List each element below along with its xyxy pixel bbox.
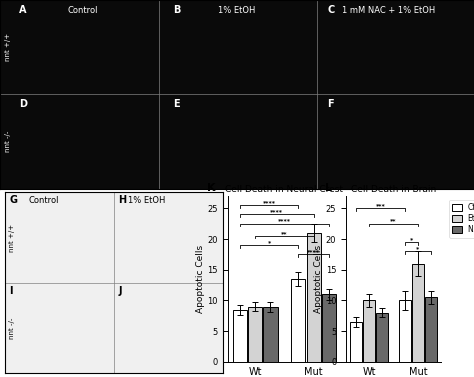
- Title: Cell Death in Brain: Cell Death in Brain: [351, 185, 436, 194]
- Bar: [399, 300, 411, 362]
- Bar: [412, 264, 424, 362]
- Text: **: **: [390, 218, 397, 224]
- Text: nnt -/-: nnt -/-: [9, 317, 15, 339]
- Y-axis label: Apoptotic Cells: Apoptotic Cells: [314, 245, 323, 313]
- Text: I: I: [9, 286, 13, 296]
- Bar: [233, 310, 247, 362]
- Text: ****: ****: [263, 200, 275, 205]
- Bar: [264, 307, 277, 362]
- Text: C: C: [327, 5, 334, 15]
- Text: ***: ***: [376, 203, 385, 208]
- Bar: [292, 279, 305, 362]
- Text: E: E: [173, 100, 180, 109]
- Bar: [322, 294, 336, 362]
- Bar: [307, 233, 321, 362]
- Text: *: *: [410, 237, 413, 242]
- Text: J: J: [118, 286, 122, 296]
- Y-axis label: Apoptotic Cells: Apoptotic Cells: [195, 245, 204, 313]
- Text: **: **: [281, 231, 288, 236]
- Text: nnt -/-: nnt -/-: [5, 131, 11, 152]
- Text: Control: Control: [68, 6, 98, 15]
- Text: 1% EtOH: 1% EtOH: [219, 6, 255, 15]
- Text: B: B: [173, 5, 181, 15]
- Text: nnt +/+: nnt +/+: [5, 33, 11, 61]
- Bar: [363, 300, 375, 362]
- Text: G: G: [9, 195, 17, 205]
- Legend: Ctrl, EtOH, NAC + EtOH: Ctrl, EtOH, NAC + EtOH: [449, 200, 474, 238]
- Bar: [376, 313, 388, 362]
- Title: Cell Death in Neural Crest: Cell Death in Neural Crest: [226, 185, 343, 194]
- Text: nnt +/+: nnt +/+: [9, 224, 15, 251]
- Text: ****: ****: [270, 209, 283, 214]
- Text: D: D: [19, 100, 27, 109]
- Text: 1% EtOH: 1% EtOH: [128, 196, 165, 205]
- Text: 1 mM NAC + 1% EtOH: 1 mM NAC + 1% EtOH: [342, 6, 435, 15]
- Text: A: A: [19, 5, 27, 15]
- Bar: [425, 297, 437, 362]
- Bar: [248, 307, 262, 362]
- Text: *: *: [267, 240, 271, 245]
- Text: Control: Control: [29, 196, 59, 205]
- Text: ****: ****: [307, 249, 320, 254]
- Text: K: K: [207, 183, 216, 193]
- Bar: [350, 322, 362, 362]
- Text: L: L: [325, 183, 332, 193]
- Text: ****: ****: [278, 218, 291, 224]
- Text: F: F: [327, 100, 334, 109]
- Text: H: H: [118, 195, 126, 205]
- Text: *: *: [416, 246, 419, 251]
